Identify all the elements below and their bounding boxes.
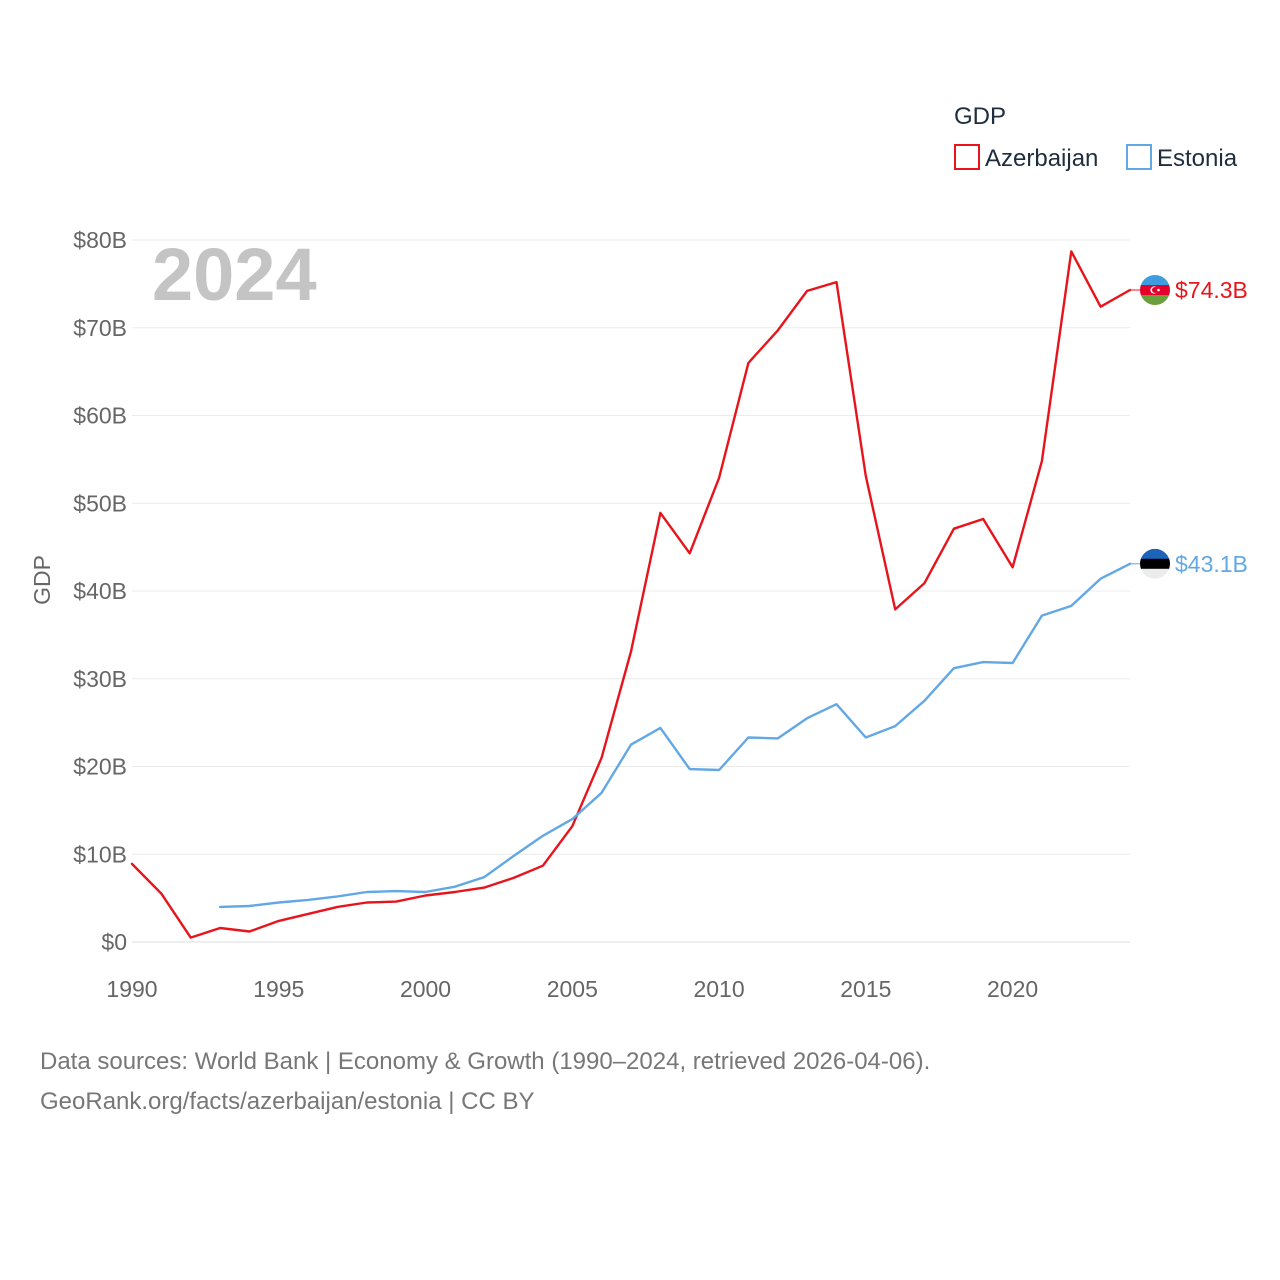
y-tick-label: $40B [73, 578, 127, 604]
footer-line-url[interactable]: GeoRank.org/facts/azerbaijan/estonia | C… [40, 1088, 535, 1115]
gdp-line-chart: $0$10B$20B$30B$40B$50B$60B$70B$80B 1990 1… [29, 103, 1248, 1002]
series-line-estonia[interactable] [218, 562, 1132, 909]
end-value-label-azerbaijan: $74.3B [1175, 277, 1248, 303]
grid-lines [132, 239, 1130, 943]
y-tick-label: $50B [73, 490, 127, 516]
x-axis-ticks: 1990 1995 2000 2005 2010 2015 2020 [106, 976, 1038, 1002]
legend-label-azerbaijan[interactable]: Azerbaijan [985, 145, 1098, 172]
series-line-azerbaijan[interactable] [130, 250, 1132, 939]
y-tick-label: $60B [73, 403, 127, 429]
y-tick-label: $80B [73, 227, 127, 253]
legend-label-estonia[interactable]: Estonia [1157, 145, 1238, 172]
flag-crescent-cut [1152, 287, 1158, 294]
azerbaijan-flag-icon [1140, 275, 1170, 306]
x-tick-label: 1990 [106, 976, 157, 1002]
series-end-labels: $74.3B $43.1B [1130, 275, 1248, 579]
y-axis-ticks: $0 $10B $20B $30B $40B $50B $60B $70B $80B [73, 227, 127, 955]
footer-sources: Data sources: World Bank | Economy & Gro… [40, 1042, 930, 1122]
x-tick-label: 2005 [547, 976, 598, 1002]
legend-swatch-estonia[interactable] [1126, 144, 1152, 170]
series-lines [130, 250, 1132, 939]
legend-title: GDP [954, 103, 1006, 130]
y-tick-label: $10B [73, 841, 127, 867]
y-tick-label: $0 [101, 929, 127, 955]
flag-stripe [1140, 568, 1170, 579]
y-tick-label: $70B [73, 315, 127, 341]
x-tick-label: 2000 [400, 976, 451, 1002]
year-watermark: 2024 [152, 233, 317, 316]
flag-star [1157, 288, 1160, 292]
x-tick-label: 1995 [253, 976, 304, 1002]
x-tick-label: 2020 [987, 976, 1038, 1002]
end-value-label-estonia: $43.1B [1175, 551, 1248, 577]
y-tick-label: $30B [73, 666, 127, 692]
legend-swatch-azerbaijan[interactable] [954, 144, 980, 170]
flag-stripe [1140, 295, 1170, 306]
flag-stripe [1140, 275, 1170, 286]
x-tick-label: 2015 [840, 976, 891, 1002]
footer-line-sources: Data sources: World Bank | Economy & Gro… [40, 1048, 931, 1075]
legend[interactable]: GDP Azerbaijan Estonia [954, 103, 1238, 172]
flag-stripe [1140, 548, 1170, 560]
x-tick-label: 2010 [693, 976, 744, 1002]
estonia-flag-icon [1140, 548, 1170, 579]
y-tick-label: $20B [73, 754, 127, 780]
flag-stripe [1140, 558, 1170, 570]
y-axis-title: GDP [29, 555, 55, 605]
